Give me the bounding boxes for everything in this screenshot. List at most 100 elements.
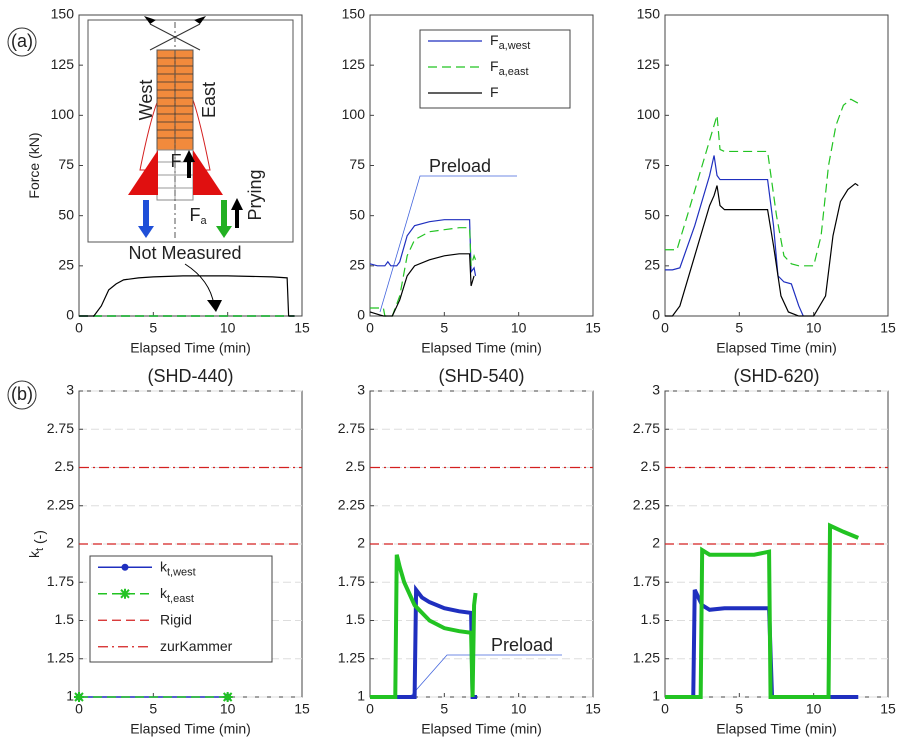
x-tick-label: 15 — [294, 701, 310, 717]
series-line — [665, 182, 859, 317]
subscript: t — [34, 548, 46, 551]
annotation: Not Measured — [128, 243, 241, 263]
series-line — [665, 155, 804, 317]
y-tick-label: 1.5 — [346, 611, 366, 627]
y-tick-label: 1.25 — [338, 649, 365, 665]
marker — [120, 588, 130, 599]
text-part: (-) — [31, 530, 47, 548]
y-tick-label: 50 — [349, 206, 365, 222]
x-axis-label: Elapsed Time (min) — [130, 340, 251, 356]
y-tick-label: 25 — [349, 257, 365, 273]
x-tick-label: 15 — [880, 320, 896, 336]
y-tick-label: 1.5 — [641, 611, 661, 627]
y-tick-label: 150 — [51, 6, 75, 22]
right-wedge — [193, 150, 223, 195]
y-tick-label: 1.75 — [633, 573, 660, 589]
text-part: F — [490, 58, 499, 74]
y-tick-label: 2.5 — [346, 458, 366, 474]
x-tick-label: 10 — [511, 320, 527, 336]
x-tick-label: 5 — [735, 701, 743, 717]
subscript: t,west — [167, 566, 196, 578]
y-tick-label: 2.75 — [47, 420, 74, 436]
inset-diagram — [87, 16, 294, 312]
text-part: k — [160, 584, 168, 600]
text-part: West — [136, 80, 156, 121]
y-tick-label: 2 — [357, 535, 365, 551]
text-part: zurKammer — [160, 637, 233, 653]
x-tick-label: 15 — [585, 320, 601, 336]
y-tick-label: 1.75 — [338, 573, 365, 589]
y-tick-label: 2.25 — [633, 496, 660, 512]
text-part: k — [26, 550, 42, 558]
x-tick-label: 5 — [440, 320, 448, 336]
x-tick-label: 10 — [511, 701, 527, 717]
y-tick-label: 125 — [637, 56, 661, 72]
y-tick-label: 100 — [342, 106, 366, 122]
y-tick-label: 150 — [637, 6, 661, 22]
y-tick-label: 2.5 — [641, 458, 661, 474]
x-tick-label: 0 — [366, 320, 374, 336]
series-line — [370, 584, 478, 699]
y-tick-label: 1.75 — [47, 573, 74, 589]
subscript: a,east — [499, 66, 529, 78]
blue-arrowhead — [138, 226, 154, 238]
x-axis-label: Elapsed Time (min) — [716, 721, 837, 737]
y-axis-label: Force (kN) — [26, 132, 42, 198]
text-part: F — [171, 151, 182, 171]
left-wedge — [128, 150, 158, 195]
text-part: F — [490, 84, 499, 100]
y-tick-label: 3 — [652, 382, 660, 398]
y-tick-label: 25 — [58, 257, 74, 273]
annotation: Prying — [245, 169, 265, 220]
chart-title: (SHD-620) — [733, 366, 819, 386]
series-line — [79, 275, 295, 317]
subscript: a,west — [499, 40, 531, 52]
series-line — [665, 522, 860, 699]
x-tick-label: 15 — [880, 701, 896, 717]
y-tick-label: 2 — [652, 535, 660, 551]
legend-label: F — [490, 84, 499, 100]
x-tick-label: 10 — [220, 320, 236, 336]
y-tick-label: 0 — [652, 307, 660, 323]
annotation: Fa — [189, 205, 207, 227]
legend-label: kt,east — [160, 584, 194, 604]
chart-title: (SHD-540) — [438, 366, 524, 386]
y-tick-label: 2.75 — [338, 420, 365, 436]
annotation: Preload — [491, 635, 553, 655]
y-tick-label: 2.5 — [55, 458, 75, 474]
y-tick-label: 25 — [644, 257, 660, 273]
legend-box — [89, 555, 273, 663]
x-tick-label: 0 — [75, 701, 83, 717]
y-tick-label: 2.25 — [338, 496, 365, 512]
text-part: k — [160, 558, 168, 574]
x-tick-label: 0 — [366, 701, 374, 717]
y-tick-label: 1 — [652, 688, 660, 704]
annotation-pointer — [409, 654, 562, 698]
y-tick-label: 125 — [51, 56, 75, 72]
arrowheads — [144, 16, 206, 24]
y-tick-label: 150 — [342, 6, 366, 22]
y-axis-label: kt (-) — [26, 530, 47, 558]
x-tick-label: 5 — [149, 701, 157, 717]
legend-label: zurKammer — [160, 637, 233, 653]
legend-label: kt,west — [160, 558, 196, 578]
text-part: Force (kN) — [26, 132, 42, 198]
text-part: Not Measured — [128, 243, 241, 263]
y-tick-label: 1.25 — [47, 649, 74, 665]
marker — [121, 563, 129, 571]
y-tick-label: 50 — [644, 206, 660, 222]
legend-label: Rigid — [160, 611, 192, 627]
y-tick-label: 75 — [349, 156, 365, 172]
x-tick-label: 0 — [661, 320, 669, 336]
annotation: West — [136, 80, 156, 121]
x-tick-label: 10 — [220, 701, 236, 717]
x-tick-label: 15 — [585, 701, 601, 717]
y-tick-label: 0 — [357, 307, 365, 323]
x-axis-label: Elapsed Time (min) — [716, 340, 837, 356]
y-tick-label: 2.25 — [47, 496, 74, 512]
y-tick-label: 1 — [66, 688, 74, 704]
y-tick-label: 2 — [66, 535, 74, 551]
annotation: East — [199, 82, 219, 118]
text-part: F — [189, 205, 200, 225]
